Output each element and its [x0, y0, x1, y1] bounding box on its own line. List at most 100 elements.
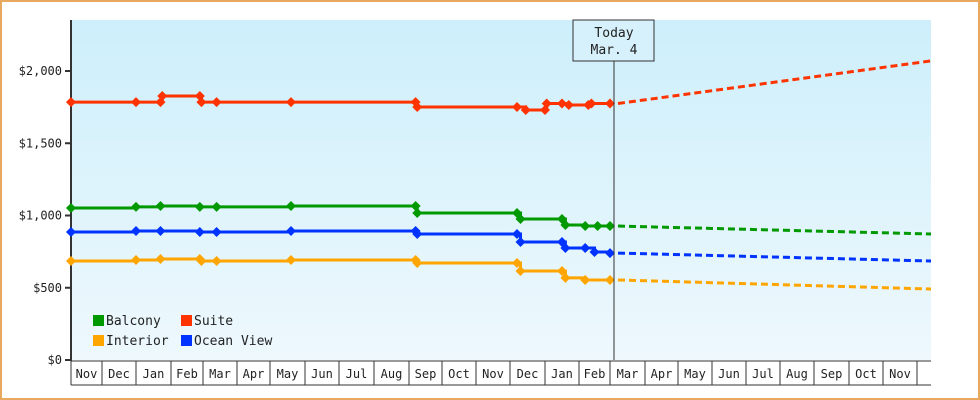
legend-item-interior[interactable]: Interior: [93, 334, 169, 349]
legend-item-ocean-view[interactable]: Ocean View: [181, 334, 272, 349]
legend-item-balcony[interactable]: Balcony: [93, 314, 161, 329]
data-point[interactable]: [211, 256, 222, 267]
data-point[interactable]: [131, 97, 141, 108]
series-ocean-view: [66, 225, 932, 263]
legend: Balcony Suite Interior Ocean View: [93, 314, 272, 349]
data-point[interactable]: [211, 226, 222, 237]
x-tick-label: Oct: [855, 367, 877, 381]
data-point[interactable]: [66, 256, 76, 267]
data-point[interactable]: [155, 225, 166, 236]
data-point[interactable]: [586, 98, 597, 109]
data-point[interactable]: [605, 274, 615, 285]
data-point[interactable]: [286, 255, 296, 266]
data-point[interactable]: [286, 200, 296, 211]
plot-area: [71, 20, 931, 360]
x-tick-label: Jul: [752, 367, 774, 381]
series-layer: [66, 59, 932, 291]
x-tick-label: Mar: [209, 367, 231, 381]
x-tick-label: Jan: [551, 367, 573, 381]
x-tick-label: Aug: [381, 367, 403, 381]
data-point[interactable]: [560, 243, 571, 254]
series-suite: [66, 59, 932, 116]
data-point[interactable]: [580, 274, 591, 285]
y-tick-label: $2,000: [19, 64, 62, 78]
legend-swatch: [93, 335, 104, 346]
data-point[interactable]: [194, 201, 205, 212]
x-tick-label: Jun: [718, 367, 740, 381]
y-tick-label: $1,500: [19, 136, 62, 150]
x-tick-label: Jan: [143, 367, 165, 381]
x-tick-label: Apr: [243, 367, 265, 381]
x-tick-label: Nov: [76, 367, 98, 381]
y-axis: $0 $500 $1,000 $1,500 $2,000: [19, 20, 72, 367]
legend-swatch: [93, 315, 104, 326]
legend-item-suite[interactable]: Suite: [181, 314, 233, 329]
data-point[interactable]: [557, 265, 567, 276]
x-tick-label: Dec: [108, 367, 130, 381]
data-point[interactable]: [515, 265, 526, 276]
x-tick-label: Nov: [889, 367, 911, 381]
data-point[interactable]: [589, 247, 600, 258]
data-point[interactable]: [155, 253, 166, 264]
y-tick-label: $500: [33, 281, 62, 295]
x-tick-label: Oct: [448, 367, 470, 381]
today-date: Mar. 4: [591, 43, 638, 58]
data-point[interactable]: [66, 226, 76, 237]
data-point[interactable]: [512, 101, 522, 112]
data-point[interactable]: [520, 105, 531, 116]
series-balcony: [66, 200, 932, 236]
data-point[interactable]: [605, 98, 615, 109]
x-tick-label: Sep: [415, 367, 437, 381]
data-point[interactable]: [512, 228, 522, 239]
x-tick-label: Jul: [346, 367, 368, 381]
data-point[interactable]: [560, 272, 571, 283]
data-point[interactable]: [211, 201, 222, 212]
data-point[interactable]: [157, 90, 168, 101]
data-point[interactable]: [131, 201, 141, 212]
data-point[interactable]: [131, 255, 141, 266]
x-tick-label: Apr: [651, 367, 673, 381]
data-point[interactable]: [211, 97, 222, 108]
today-marker: Today Mar. 4: [572, 19, 655, 360]
data-point[interactable]: [286, 225, 296, 236]
legend-label: Suite: [194, 314, 233, 329]
legend-swatch: [181, 315, 192, 326]
data-point[interactable]: [605, 248, 615, 259]
data-point[interactable]: [410, 200, 421, 211]
y-tick-label: $0: [48, 353, 62, 367]
data-point[interactable]: [412, 101, 423, 112]
x-tick-label: Sep: [821, 367, 843, 381]
data-point[interactable]: [557, 98, 567, 109]
data-point[interactable]: [592, 221, 603, 232]
data-point[interactable]: [605, 221, 615, 232]
x-tick-label: May: [277, 367, 299, 381]
data-point[interactable]: [196, 256, 207, 267]
today-label: Today: [594, 26, 633, 41]
data-point[interactable]: [66, 202, 76, 213]
data-point[interactable]: [412, 228, 423, 239]
data-point[interactable]: [580, 221, 591, 232]
x-tick-label: Jun: [311, 367, 333, 381]
data-point[interactable]: [512, 258, 522, 269]
x-tick-label: Dec: [517, 367, 539, 381]
data-point[interactable]: [194, 226, 205, 237]
data-point[interactable]: [155, 200, 166, 211]
data-point[interactable]: [515, 213, 526, 224]
data-point[interactable]: [412, 258, 423, 269]
data-point[interactable]: [286, 97, 296, 108]
data-point[interactable]: [515, 236, 526, 247]
data-point[interactable]: [131, 225, 141, 236]
data-point[interactable]: [560, 220, 571, 231]
data-point[interactable]: [580, 243, 591, 254]
legend-label: Balcony: [106, 314, 161, 329]
data-point[interactable]: [196, 97, 207, 108]
series-interior: [66, 253, 932, 291]
x-tick-label: May: [684, 367, 706, 381]
legend-swatch: [181, 335, 192, 346]
data-point[interactable]: [541, 98, 552, 109]
x-tick-label: Aug: [786, 367, 808, 381]
data-point[interactable]: [563, 99, 574, 110]
data-point[interactable]: [66, 97, 76, 108]
data-point[interactable]: [412, 208, 423, 219]
